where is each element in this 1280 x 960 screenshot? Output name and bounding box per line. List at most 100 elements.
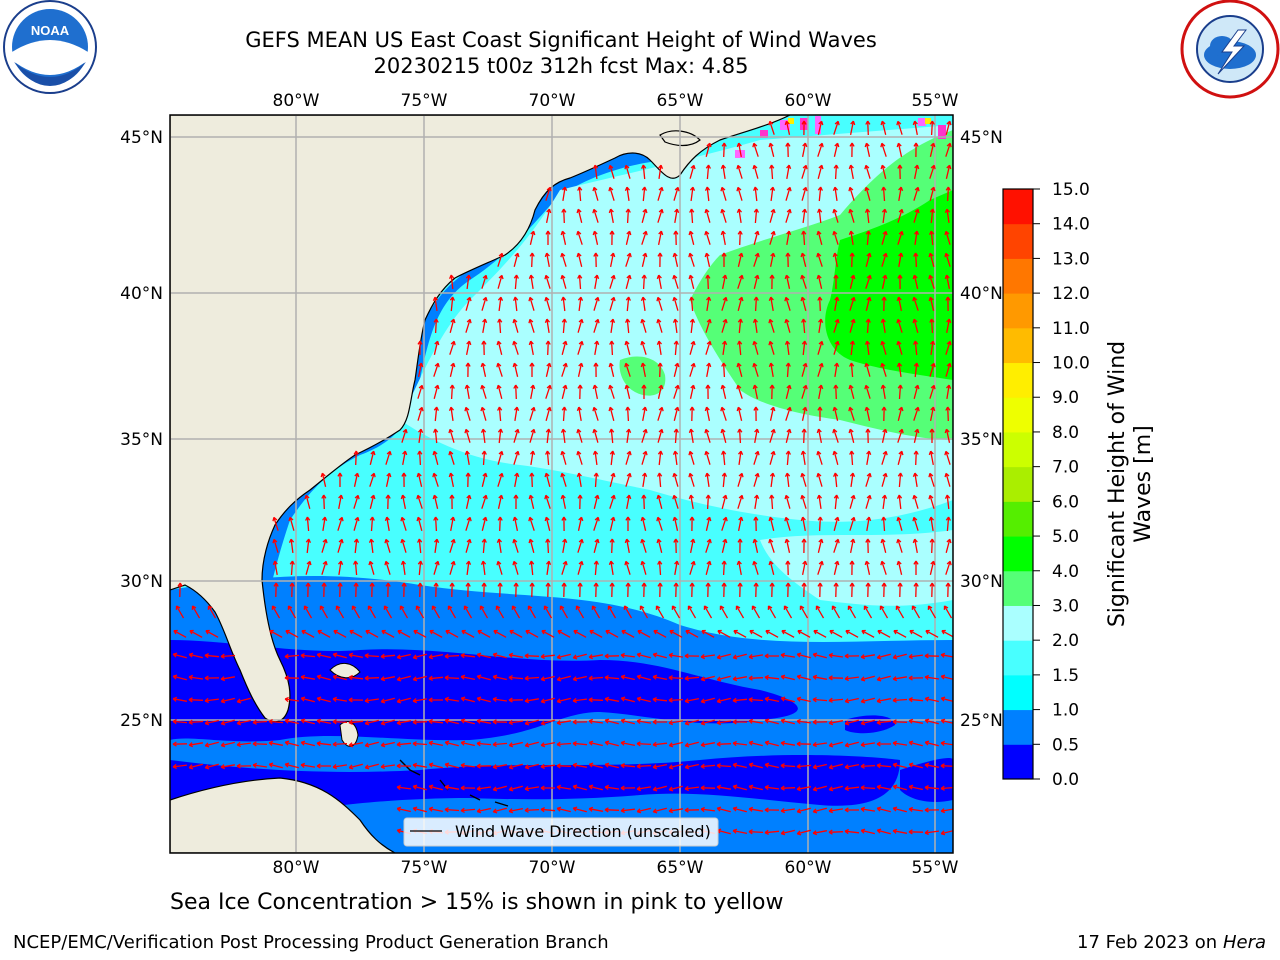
direction-arrow [528,318,535,333]
direction-arrow [625,208,631,224]
direction-arrow [528,340,534,356]
direction-arrow [689,582,695,598]
direction-arrow [625,318,631,334]
direction-arrow [865,582,871,598]
direction-arrow [497,472,504,487]
direction-arrow [577,296,584,311]
direction-arrow [705,538,712,553]
direction-arrow [828,675,844,681]
direction-arrow [769,582,775,598]
direction-arrow [732,806,747,813]
direction-arrow [785,560,791,576]
direction-arrow [689,516,695,532]
direction-arrow [300,762,316,768]
colorbar-swatch [1003,223,1033,259]
direction-arrow [560,494,567,509]
direction-arrow [737,230,743,246]
direction-arrow [400,494,407,510]
direction-arrow [672,296,679,311]
direction-arrow [396,653,411,660]
direction-arrow [928,274,935,289]
direction-arrow [800,516,806,532]
direction-arrow [652,741,668,747]
direction-arrow [705,340,712,355]
direction-arrow [594,274,600,290]
colorbar-tick-label: 9.0 [1052,388,1079,408]
direction-arrow [688,450,695,465]
direction-arrow [684,785,699,792]
direction-arrow [316,674,331,681]
direction-arrow [369,582,375,598]
direction-arrow [768,142,775,157]
direction-arrow [605,629,619,638]
direction-arrow [476,696,491,703]
direction-arrow [908,829,924,835]
direction-arrow [604,740,619,747]
direction-arrow [912,538,918,554]
direction-arrow [541,629,555,638]
direction-arrow [220,719,235,726]
direction-arrow [604,784,619,791]
direction-arrow [428,675,444,681]
direction-arrow [748,654,764,660]
direction-arrow [353,516,360,531]
direction-arrow [732,719,748,725]
direction-arrow [512,538,519,553]
direction-arrow [737,274,744,289]
direction-arrow [896,516,903,531]
direction-arrow [560,428,567,443]
direction-arrow [912,274,919,289]
direction-arrow [673,428,679,444]
direction-arrow [801,340,808,356]
direction-arrow [642,406,648,422]
direction-arrow [892,697,908,703]
direction-arrow [572,719,588,725]
direction-arrow [450,516,456,532]
direction-arrow [444,675,460,681]
direction-arrow [753,230,760,245]
wind-wave-direction-arrows [172,120,953,836]
direction-arrow [833,560,840,575]
direction-arrow [512,340,519,355]
direction-arrow [636,786,652,792]
direction-arrow [305,560,312,575]
direction-arrow [689,318,696,333]
direction-arrow [865,120,871,136]
direction-arrow [716,763,732,769]
direction-arrow [319,605,329,619]
svg-text:Wind Wave Direction (unscaled): Wind Wave Direction (unscaled) [455,822,711,841]
direction-arrow [369,516,375,532]
svg-text:40°N: 40°N [960,284,1003,304]
direction-arrow [464,450,470,466]
direction-arrow [417,582,423,598]
direction-arrow [204,653,220,659]
direction-arrow [609,274,616,289]
direction-arrow [657,164,664,179]
direction-arrow [849,252,855,268]
direction-arrow [540,807,556,813]
direction-arrow [497,252,504,267]
direction-arrow [684,675,700,681]
direction-arrow [173,629,187,638]
direction-arrow [833,472,839,488]
direction-arrow [655,605,665,619]
direction-arrow [639,605,649,619]
direction-arrow [860,719,875,726]
direction-arrow [652,719,667,725]
direction-arrow [556,741,572,747]
direction-arrow [656,516,663,531]
direction-arrow [832,208,839,223]
direction-arrow [864,340,871,355]
direction-arrow [449,340,456,355]
direction-arrow [704,406,711,422]
direction-arrow [876,675,891,682]
direction-arrow [481,450,487,466]
direction-arrow [924,740,939,747]
direction-arrow [753,208,759,224]
direction-arrow [514,406,520,422]
direction-arrow [385,450,392,465]
direction-arrow [780,807,795,814]
colorbar-tick-label: 0.5 [1052,735,1079,755]
direction-arrow [321,538,328,553]
direction-arrow [913,252,919,268]
